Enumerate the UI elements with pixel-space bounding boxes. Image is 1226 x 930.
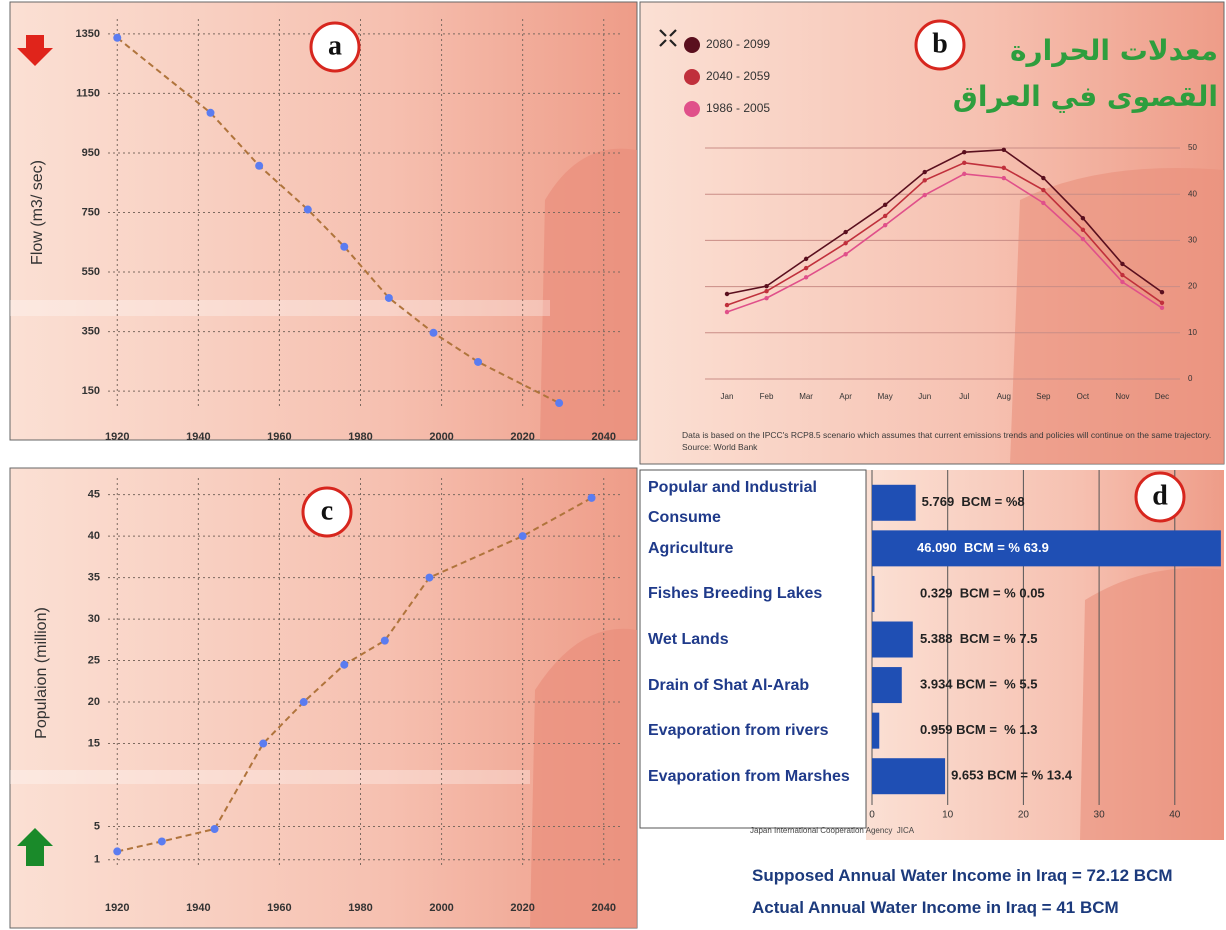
- category-label: Evaporation from Marshes: [648, 754, 858, 799]
- chart-title: معدلات الحرارة: [1010, 34, 1218, 67]
- page: 1503505507509501150135019201940196019802…: [0, 0, 1226, 930]
- category-label: Popular and Industrial Consume: [648, 481, 858, 526]
- category-label: Drain of Shat Al-Arab: [648, 663, 858, 708]
- footnote: Data is based on the IPCC's RCP8.5 scena…: [682, 429, 1212, 453]
- note: Supposed Annual Water Income in Iraq = 7…: [752, 866, 1173, 886]
- source: Japan International Cooperation Agency J…: [750, 826, 914, 835]
- chart-title: القصوى في العراق: [953, 80, 1218, 113]
- overlay: معدلات الحرارة القصوى في العراق Data is ba…: [0, 0, 1226, 930]
- category-label: Agriculture: [648, 526, 858, 571]
- note: Actual Annual Water Income in Iraq = 41 …: [752, 898, 1119, 918]
- category-label: Fishes Breeding Lakes: [648, 572, 858, 617]
- category-label: Evaporation from rivers: [648, 709, 858, 754]
- category-label: Wet Lands: [648, 618, 858, 663]
